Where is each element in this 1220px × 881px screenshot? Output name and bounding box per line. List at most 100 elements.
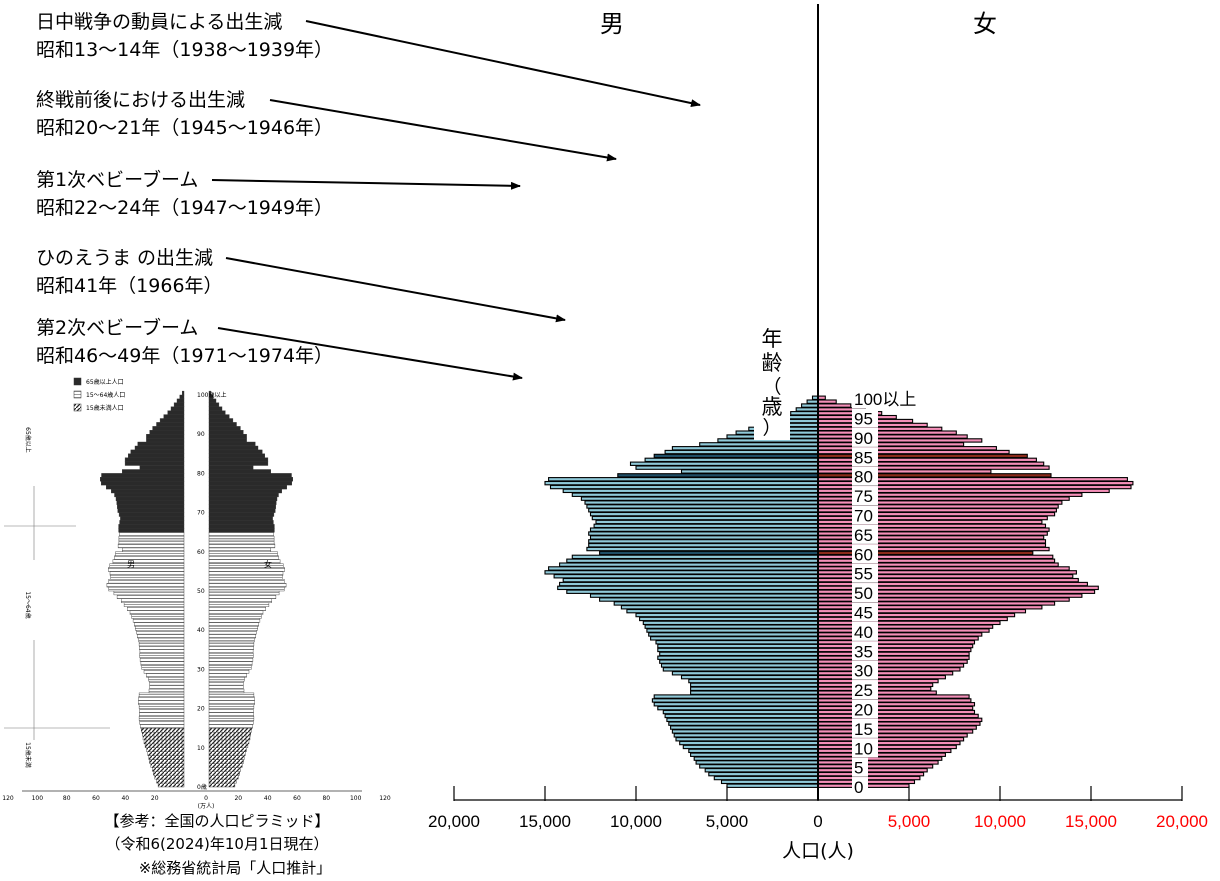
- age-tick-label: 35: [854, 642, 873, 661]
- mini-female-bar: [208, 508, 276, 513]
- male-bar: [695, 760, 819, 765]
- female-bar: [817, 768, 928, 773]
- annotation-period: 昭和22～24年（1947～1949年）: [36, 197, 333, 219]
- mini-female-bar: [208, 547, 271, 553]
- age-tick-label: 40: [854, 623, 873, 642]
- mini-female-bar: [208, 488, 282, 494]
- x-tick-label: 0: [813, 812, 822, 831]
- annotation-period: 昭和13～14年（1938～1939年）: [36, 39, 333, 61]
- mini-legend-label: 65歳以上人口: [86, 378, 124, 386]
- male-bar: [653, 702, 819, 707]
- mini-male-bar: [108, 579, 185, 584]
- mini-age-tick-label: 80: [197, 470, 205, 477]
- female-bar: [817, 605, 1043, 610]
- mini-male-bar: [118, 528, 185, 533]
- mini-age-tick-label: 50: [197, 588, 205, 595]
- mini-female-bar: [208, 402, 220, 407]
- national-pyramid-reference: 0歳 10 20 30 40 50 60 70 80 90 100歳以上 120 100 80 60 40 20…: [2, 377, 391, 810]
- mini-male-bar: [148, 677, 185, 682]
- male-bar: [588, 531, 819, 536]
- mini-male-bar: [109, 571, 185, 576]
- female-bar: [817, 752, 946, 757]
- mini-male-bar: [139, 712, 185, 717]
- annotation-title: 第1次ベビーブーム: [36, 168, 198, 191]
- female-bar: [817, 395, 826, 400]
- male-bar: [671, 446, 819, 451]
- mini-age-tick-label: 60: [197, 549, 205, 556]
- mini-x-tick-label: 20: [151, 795, 159, 802]
- female-bar: [817, 764, 934, 769]
- age-tick-bg: [852, 738, 878, 758]
- mini-female-bar: [208, 743, 249, 749]
- female-bar: [817, 550, 1034, 556]
- male-bar: [589, 527, 819, 532]
- male-bar: [599, 597, 819, 602]
- mini-female-bar: [208, 461, 269, 466]
- female-bar: [817, 624, 994, 629]
- mini-male-bar: [117, 543, 185, 549]
- mini-group-label: 65歳以上: [24, 427, 32, 453]
- x-tick-label: 5,000: [706, 812, 749, 831]
- age-tick-bg: [852, 389, 940, 409]
- mini-male-bar: [146, 437, 185, 443]
- female-bar: [817, 717, 983, 723]
- male-bar: [559, 581, 819, 587]
- age-tick-bg: [852, 757, 868, 777]
- mini-female-bar: [208, 481, 293, 486]
- female-bar: [817, 748, 952, 754]
- mini-female-bar: [208, 535, 275, 541]
- mini-male-bar: [144, 743, 185, 749]
- mini-female-label: 女: [264, 559, 272, 569]
- mini-male-bar: [108, 586, 185, 592]
- male-bar: [589, 535, 819, 540]
- female-bar: [817, 430, 957, 435]
- mini-female-bar: [208, 602, 270, 607]
- male-bar: [617, 473, 819, 478]
- mini-age-tick-label: 70: [197, 510, 205, 517]
- mini-female-bar: [208, 441, 256, 447]
- male-bar: [657, 705, 819, 711]
- mini-male-bar: [129, 610, 185, 615]
- age-tick-bg: [852, 660, 878, 680]
- mini-male-bar: [141, 731, 185, 737]
- male-bar: [680, 469, 819, 474]
- female-bar: [817, 775, 921, 781]
- mini-male-bar: [139, 645, 185, 651]
- age-tick-bg: [852, 602, 878, 622]
- mini-x-tick-label: 20: [234, 795, 242, 802]
- female-bar: [817, 438, 983, 443]
- mini-male-bar: [111, 488, 185, 494]
- mini-male-bar: [146, 747, 185, 752]
- mini-x-tick-label: 40: [121, 795, 129, 802]
- mini-female-bar: [208, 422, 237, 427]
- age-axis-title-char: （: [762, 376, 781, 398]
- mini-female-bar: [208, 528, 275, 533]
- female-bar: [817, 469, 992, 474]
- mini-male-bar: [119, 520, 185, 525]
- female-bar: [817, 616, 1008, 622]
- mini-x-tick-label: 0: [204, 795, 208, 802]
- mini-male-bar: [121, 547, 185, 553]
- mini-male-bar: [141, 665, 185, 670]
- mini-female-bar: [208, 622, 259, 627]
- annotation-title: 第2次ベビーブーム: [36, 316, 198, 339]
- mini-male-bar: [140, 661, 185, 666]
- male-bar: [639, 616, 819, 622]
- mini-age-tick-label: 10: [197, 745, 205, 752]
- male-bar: [704, 768, 819, 773]
- male-bar: [580, 496, 819, 501]
- annotation-period: 昭和46～49年（1971～1974年）: [36, 345, 333, 367]
- mini-female-bar: [208, 583, 287, 588]
- mini-female-bar: [208, 637, 255, 643]
- mini-female-bar: [208, 618, 261, 623]
- mini-male-bar: [140, 724, 185, 729]
- male-bar: [635, 612, 819, 618]
- male-bar: [688, 748, 819, 754]
- mini-female-bar: [208, 630, 257, 635]
- mini-male-bar: [136, 630, 185, 635]
- mini-male-bar: [134, 445, 185, 451]
- female-bar: [817, 449, 1010, 455]
- mini-legend-swatch: [73, 390, 82, 399]
- female-bar: [817, 608, 1027, 614]
- mini-female-bar: [208, 739, 250, 745]
